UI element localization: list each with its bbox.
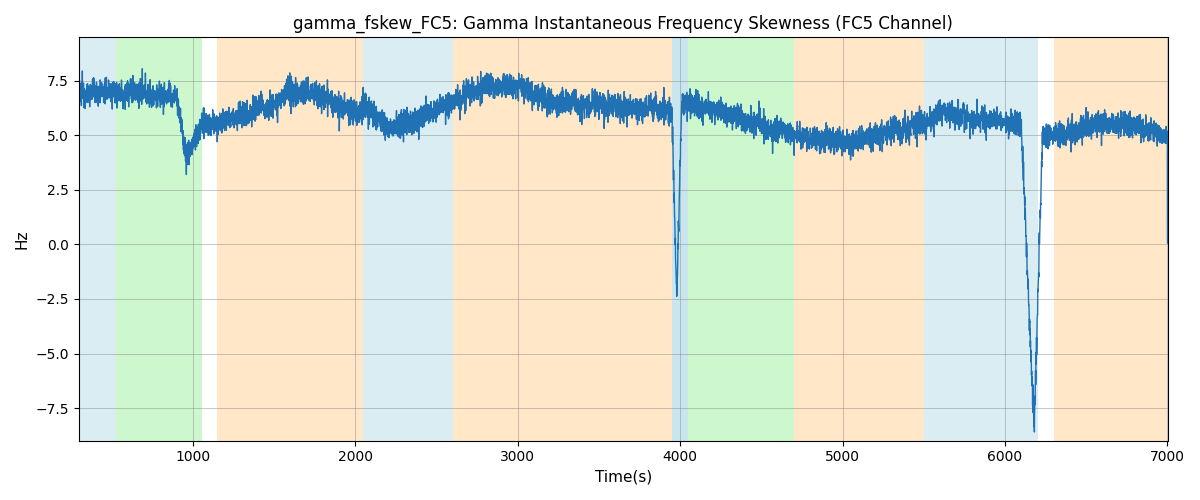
Bar	[924, 38, 1038, 440]
X-axis label: Time(s): Time(s)	[594, 470, 652, 485]
Bar	[79, 38, 116, 440]
Y-axis label: Hz: Hz	[14, 230, 30, 249]
Bar	[452, 38, 534, 440]
Bar	[672, 38, 688, 440]
Bar	[217, 38, 364, 440]
Bar	[534, 38, 672, 440]
Bar	[793, 38, 924, 440]
Bar	[688, 38, 793, 440]
Title: gamma_fskew_FC5: Gamma Instantaneous Frequency Skewness (FC5 Channel): gamma_fskew_FC5: Gamma Instantaneous Fre…	[293, 15, 953, 34]
Bar	[364, 38, 452, 440]
Bar	[116, 38, 203, 440]
Bar	[1054, 38, 1168, 440]
